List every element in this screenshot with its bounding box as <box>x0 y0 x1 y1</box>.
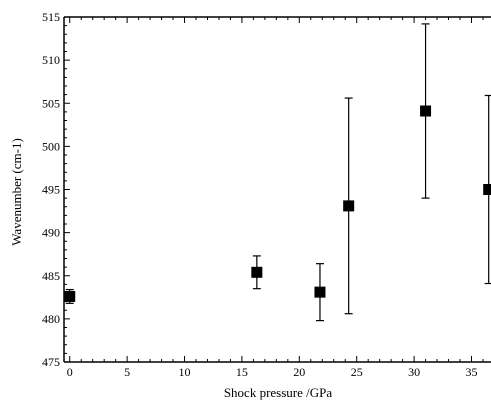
data-markers <box>64 105 491 302</box>
y-tick-label: 505 <box>42 96 60 110</box>
x-tick-label: 30 <box>408 365 420 379</box>
data-point-marker <box>343 200 355 212</box>
x-tick-label: 25 <box>351 365 363 379</box>
data-point-marker <box>483 184 491 195</box>
y-tick-label: 495 <box>42 183 60 197</box>
y-tick-label: 485 <box>42 269 60 283</box>
data-point-marker <box>420 105 432 117</box>
y-tick-label: 490 <box>42 226 60 240</box>
x-tick-label: 15 <box>236 365 248 379</box>
axis-ticks: 0 5 10 15 20 25 30 3547548048549049550050551051… <box>42 10 484 379</box>
y-tick-label: 480 <box>42 312 60 326</box>
data-point-marker <box>314 286 326 298</box>
x-tick-label: 35 <box>465 365 477 379</box>
plot-area <box>63 16 491 363</box>
error-bars <box>65 23 491 322</box>
data-point-marker <box>64 290 76 302</box>
x-tick-label: 20 <box>293 365 305 379</box>
x-axis-label: Shock pressure /GPa <box>224 385 333 400</box>
x-tick-label: 10 <box>179 365 191 379</box>
x-tick-label: 5 <box>124 365 130 379</box>
y-tick-label: 510 <box>42 53 60 67</box>
y-tick-label: 500 <box>42 139 60 153</box>
y-axis-label: Wavenumber (cm-1) <box>9 138 24 246</box>
y-tick-label: 515 <box>42 10 60 24</box>
y-tick-label: 475 <box>42 355 60 369</box>
x-tick-label: 0 <box>67 365 73 379</box>
data-point-marker <box>251 266 263 278</box>
